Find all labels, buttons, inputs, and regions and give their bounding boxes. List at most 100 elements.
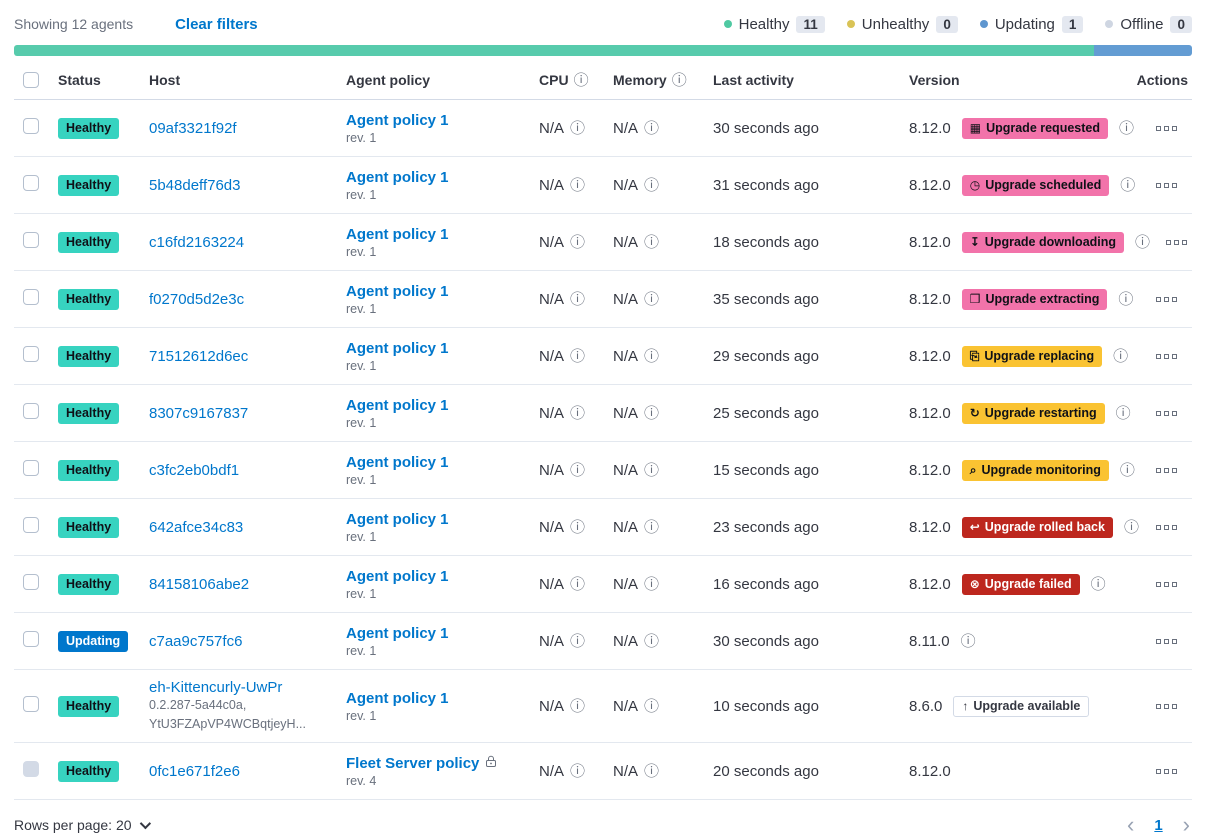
info-icon[interactable]: ⓘ: [570, 518, 586, 536]
legend-item-unhealthy[interactable]: Unhealthy 0: [846, 15, 958, 33]
info-icon[interactable]: ⓘ: [570, 176, 586, 194]
select-all-checkbox[interactable]: [23, 72, 39, 88]
agent-policy-link[interactable]: Agent policy 1: [346, 510, 449, 528]
column-header-cpu: CPU ⓘ: [539, 71, 589, 89]
info-icon[interactable]: ⓘ: [1135, 233, 1151, 251]
row-checkbox[interactable]: [23, 118, 39, 134]
host-link[interactable]: 71512612d6ec: [149, 347, 249, 365]
row-checkbox[interactable]: [23, 175, 39, 191]
actions-menu-button[interactable]: [1152, 519, 1181, 536]
info-icon[interactable]: ⓘ: [1119, 461, 1135, 479]
agent-policy-link[interactable]: Agent policy 1: [346, 168, 449, 186]
actions-menu-button[interactable]: [1152, 633, 1181, 650]
agent-policy-link[interactable]: Agent policy 1: [346, 111, 449, 129]
rows-per-page-button[interactable]: Rows per page: 20: [14, 817, 151, 833]
info-icon[interactable]: ⓘ: [1113, 347, 1129, 365]
info-icon[interactable]: ⓘ: [570, 632, 586, 650]
clear-filters-link[interactable]: Clear filters: [175, 15, 258, 33]
info-icon[interactable]: ⓘ: [644, 176, 660, 194]
info-icon[interactable]: ⓘ: [570, 233, 586, 251]
host-link[interactable]: f0270d5d2e3c: [149, 290, 245, 308]
info-icon[interactable]: ⓘ: [1118, 119, 1134, 137]
actions-menu-button[interactable]: [1152, 698, 1181, 715]
info-icon[interactable]: ⓘ: [570, 404, 586, 422]
row-checkbox[interactable]: [23, 696, 39, 712]
host-link[interactable]: 09af3321f92f: [149, 119, 237, 137]
host-link[interactable]: c3fc2eb0bdf1: [149, 461, 240, 479]
info-icon[interactable]: ⓘ: [1120, 176, 1136, 194]
version-value: 8.12.0: [909, 762, 951, 780]
info-icon[interactable]: ⓘ: [644, 697, 660, 715]
info-icon[interactable]: ⓘ: [570, 697, 586, 715]
row-checkbox[interactable]: [23, 346, 39, 362]
legend-item-offline[interactable]: Offline 0: [1105, 15, 1192, 33]
row-checkbox[interactable]: [23, 403, 39, 419]
agent-policy-link[interactable]: Agent policy 1: [346, 225, 449, 243]
actions-menu-button[interactable]: [1152, 177, 1181, 194]
row-checkbox[interactable]: [23, 517, 39, 533]
info-icon[interactable]: ⓘ: [570, 347, 586, 365]
actions-menu-button[interactable]: [1152, 405, 1181, 422]
info-icon[interactable]: ⓘ: [644, 233, 660, 251]
agent-policy-link[interactable]: Agent policy 1: [346, 396, 449, 414]
info-icon[interactable]: ⓘ: [1115, 404, 1131, 422]
info-icon[interactable]: ⓘ: [644, 518, 660, 536]
host-link[interactable]: 0fc1e671f2e6: [149, 762, 240, 780]
info-icon[interactable]: ⓘ: [1118, 290, 1134, 308]
info-icon[interactable]: ⓘ: [644, 632, 660, 650]
agent-policy-link[interactable]: Agent policy 1: [346, 453, 449, 471]
info-icon[interactable]: ⓘ: [570, 119, 586, 137]
host-link[interactable]: 8307c9167837: [149, 404, 249, 422]
host-link[interactable]: 84158106abe2: [149, 575, 250, 593]
info-icon[interactable]: ⓘ: [1090, 575, 1106, 593]
agent-policy-link[interactable]: Agent policy 1: [346, 624, 449, 642]
info-icon[interactable]: ⓘ: [644, 461, 660, 479]
actions-menu-button[interactable]: [1152, 763, 1181, 780]
info-icon[interactable]: ⓘ: [570, 575, 586, 593]
memory-value: N/A: [613, 176, 639, 194]
cpu-value: N/A: [539, 518, 565, 536]
agent-policy-link[interactable]: Fleet Server policy: [346, 754, 480, 772]
row-checkbox[interactable]: [23, 232, 39, 248]
info-icon[interactable]: ⓘ: [573, 71, 589, 89]
row-checkbox[interactable]: [23, 289, 39, 305]
actions-menu-button[interactable]: [1152, 462, 1181, 479]
legend-item-healthy[interactable]: Healthy 11: [723, 15, 825, 33]
upgrade-status-badge: ❒ Upgrade extracting: [961, 288, 1108, 310]
info-icon[interactable]: ⓘ: [1123, 518, 1139, 536]
legend-item-updating[interactable]: Updating 1: [979, 15, 1084, 33]
agent-policy-link[interactable]: Agent policy 1: [346, 282, 449, 300]
row-checkbox[interactable]: [23, 574, 39, 590]
version-value: 8.12.0: [909, 176, 951, 194]
agent-policy-link[interactable]: Agent policy 1: [346, 689, 449, 707]
info-icon[interactable]: ⓘ: [570, 762, 586, 780]
info-icon[interactable]: ⓘ: [644, 575, 660, 593]
info-icon[interactable]: ⓘ: [644, 347, 660, 365]
info-icon[interactable]: ⓘ: [960, 632, 976, 650]
info-icon[interactable]: ⓘ: [644, 290, 660, 308]
host-link[interactable]: c16fd2163224: [149, 233, 245, 251]
column-header-status: Status: [58, 72, 101, 88]
host-link[interactable]: c7aa9c757fc6: [149, 632, 243, 650]
agent-policy-link[interactable]: Agent policy 1: [346, 567, 449, 585]
info-icon[interactable]: ⓘ: [570, 461, 586, 479]
row-checkbox[interactable]: [23, 460, 39, 476]
agent-policy-link[interactable]: Agent policy 1: [346, 339, 449, 357]
info-icon[interactable]: ⓘ: [644, 119, 660, 137]
info-icon[interactable]: ⓘ: [644, 762, 660, 780]
info-icon[interactable]: ⓘ: [671, 71, 687, 89]
info-icon[interactable]: ⓘ: [570, 290, 586, 308]
row-checkbox[interactable]: [23, 631, 39, 647]
next-page-button[interactable]: ›: [1181, 814, 1192, 836]
host-link[interactable]: 642afce34c83: [149, 518, 244, 536]
actions-menu-button[interactable]: [1162, 234, 1191, 251]
info-icon[interactable]: ⓘ: [644, 404, 660, 422]
actions-menu-button[interactable]: [1152, 576, 1181, 593]
page-1-button[interactable]: 1: [1154, 816, 1163, 834]
actions-menu-button[interactable]: [1152, 291, 1181, 308]
host-link[interactable]: 5b48deff76d3: [149, 176, 241, 194]
previous-page-button[interactable]: ‹: [1125, 814, 1136, 836]
actions-menu-button[interactable]: [1152, 348, 1181, 365]
actions-menu-button[interactable]: [1152, 120, 1181, 137]
host-link[interactable]: eh-Kittencurly-UwPr: [149, 679, 283, 696]
